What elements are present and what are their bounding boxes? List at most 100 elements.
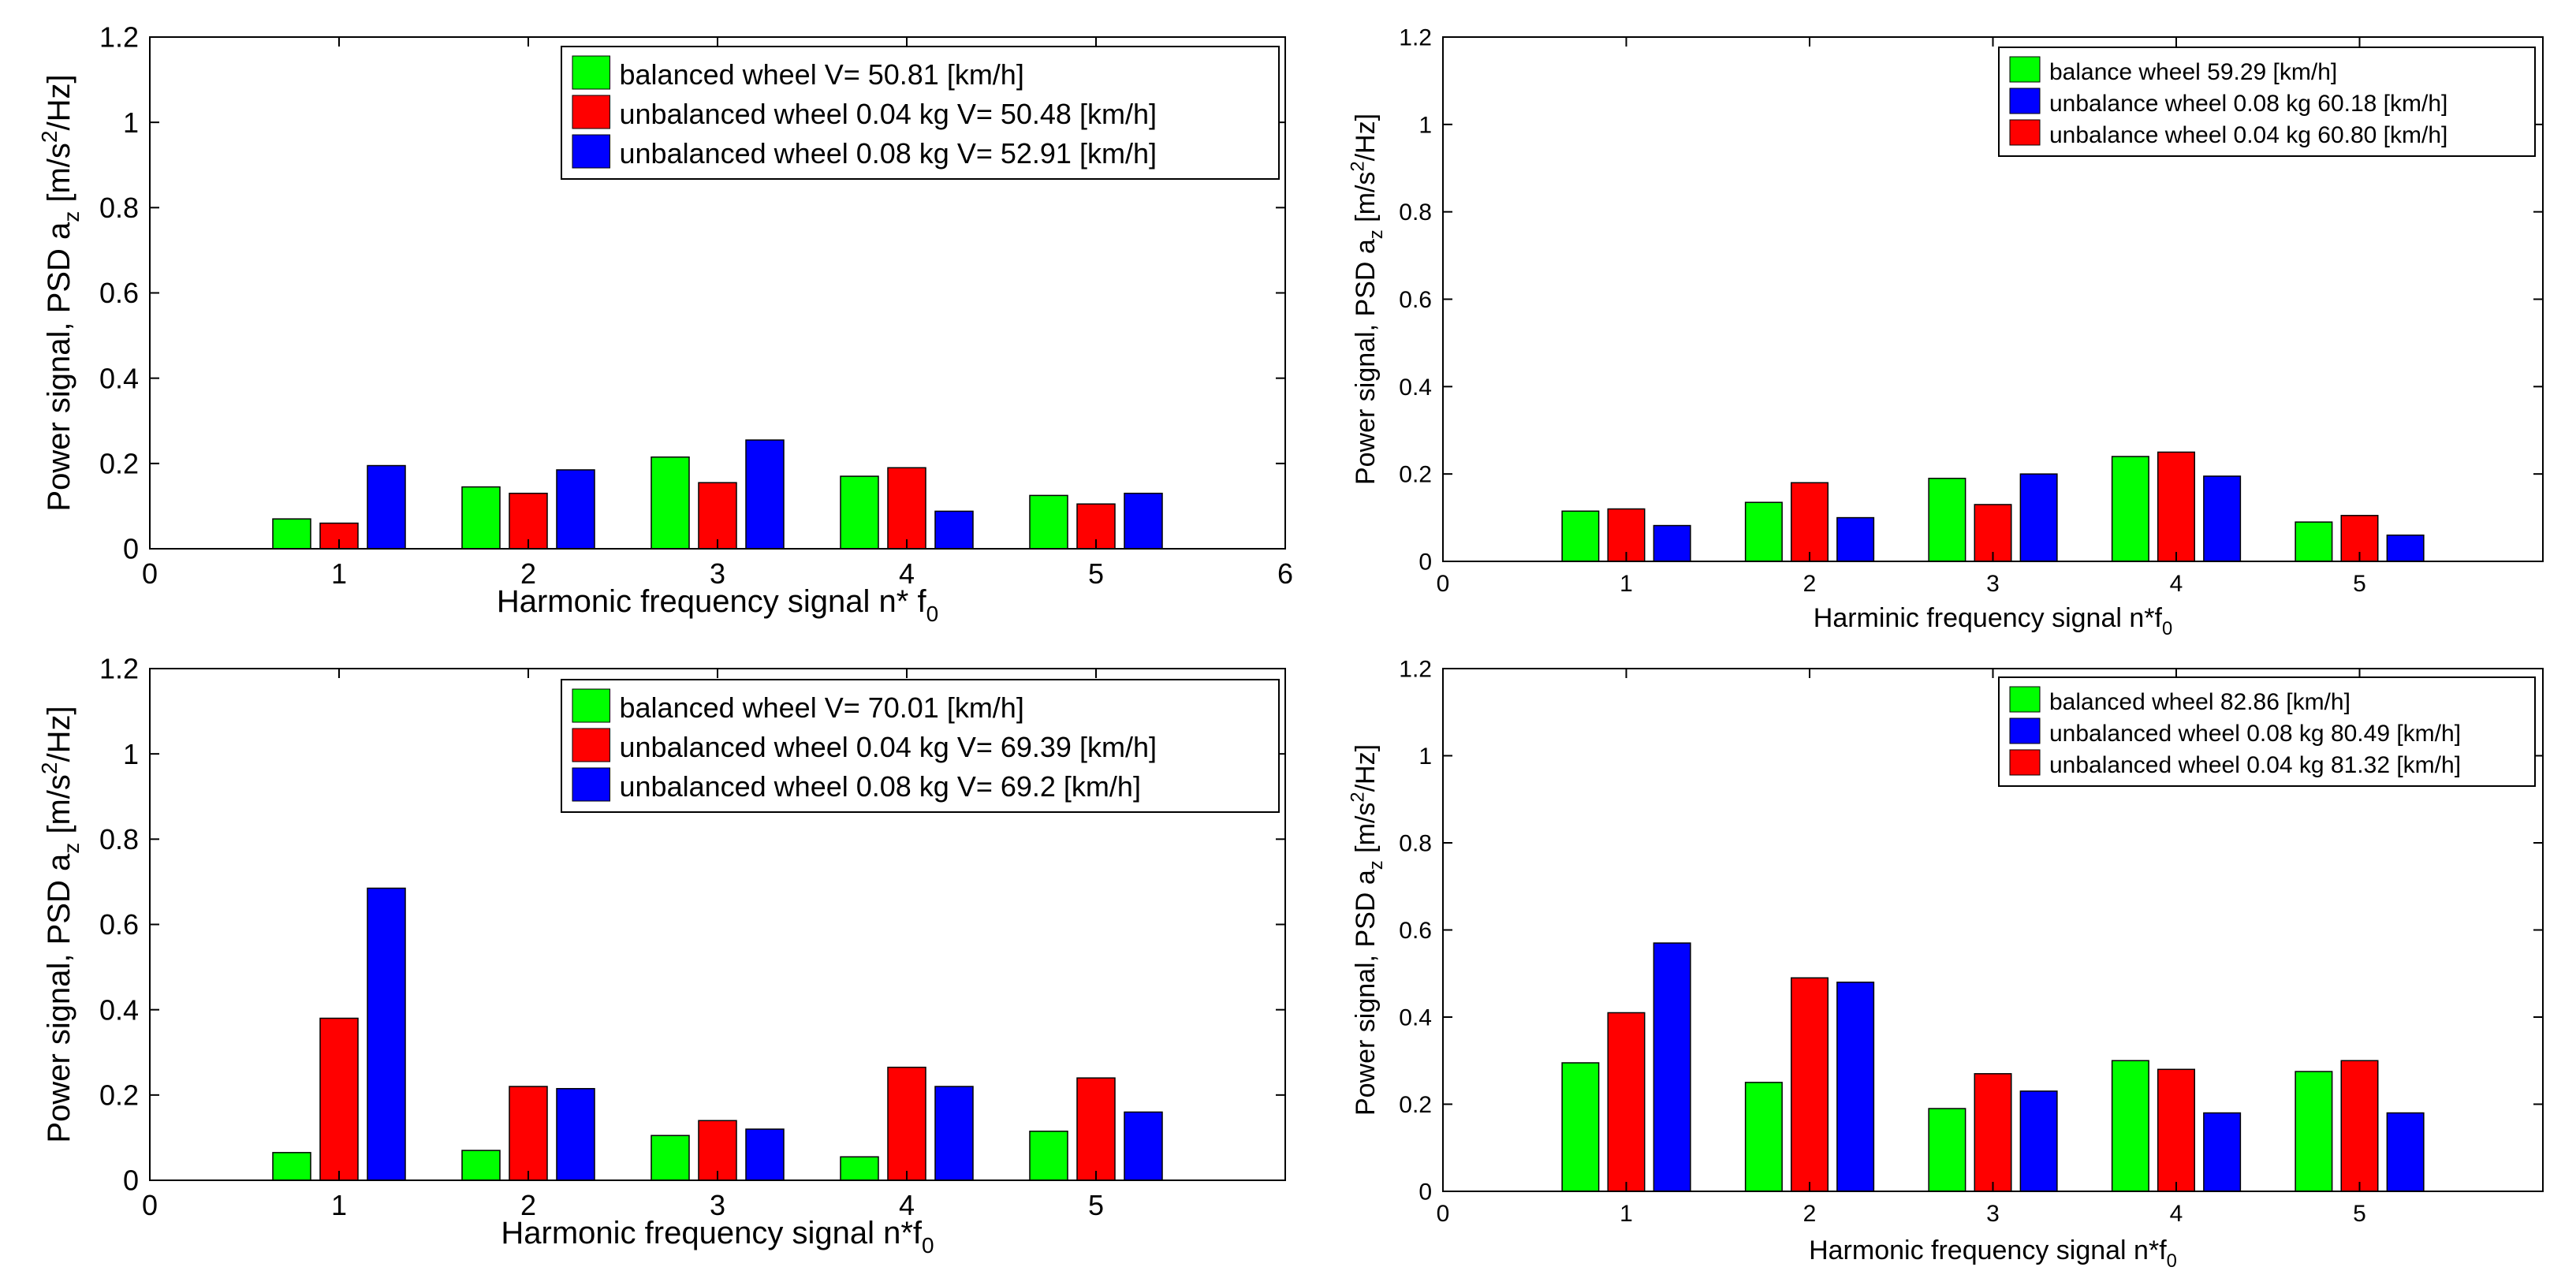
y-tick-label: 1.2 [99, 21, 139, 54]
legend: balanced wheel 82.86 [km/h] unbalanced wh… [1998, 676, 2536, 787]
bar-red-h2 [509, 1086, 548, 1181]
legend-swatch-green [572, 688, 610, 723]
x-axis-label: Harmonic frequency signal n*f0 [501, 1216, 934, 1258]
y-tick-label: 1.2 [1399, 657, 1432, 683]
x-tick-label: 1 [1620, 571, 1633, 597]
bar-green-h1 [1561, 510, 1600, 562]
legend-entry: unbalanced wheel 0.08 kg V= 52.91 [km/h] [620, 137, 1157, 170]
y-tick-label: 1 [1418, 743, 1432, 770]
bar-red-h4 [887, 1066, 926, 1181]
x-tick-label: 4 [899, 557, 915, 590]
legend-swatch-red [572, 95, 610, 129]
x-tick-label: 1 [331, 557, 347, 590]
legend-entry: unbalance wheel 0.04 kg 60.80 [km/h] [2049, 122, 2447, 148]
y-tick-label: 0.2 [1399, 462, 1432, 488]
bar-red-h2 [1791, 977, 1829, 1192]
legend-swatch-green [572, 55, 610, 90]
y-tick-label: 0.8 [99, 192, 139, 224]
legend-swatch-red [572, 728, 610, 762]
x-tick-label: 2 [1803, 571, 1817, 597]
y-tick-label: 0.2 [99, 447, 139, 479]
x-tick-label: 3 [1986, 1201, 2000, 1227]
y-tick-label: 0 [1418, 1180, 1432, 1206]
bar-green-h1 [272, 518, 311, 550]
bar-green-h3 [651, 456, 690, 550]
bars [1561, 942, 2425, 1192]
bar-green-h2 [461, 1150, 501, 1181]
x-tick-label: 2 [520, 557, 536, 590]
y-tick-label: 0.6 [1399, 918, 1432, 944]
legend: balance wheel 59.29 [km/h] unbalance whee… [1998, 47, 2536, 157]
bar-red-h1 [1607, 1012, 1646, 1192]
bar-red-h5 [2340, 515, 2379, 562]
bar-blue-h1 [1653, 942, 1691, 1192]
bar-red-h5 [1076, 1077, 1116, 1181]
x-axis-label: Harmonic frequency signal n* f0 [497, 584, 938, 626]
legend: balanced wheel V= 50.81 [km/h] unbalanced… [561, 46, 1280, 180]
bars [272, 887, 1163, 1181]
y-tick-label: 0.4 [1399, 1005, 1432, 1031]
bar-red-h2 [1791, 482, 1829, 562]
legend-entry: balance wheel 59.29 [km/h] [2049, 59, 2337, 85]
y-tick-label: 0 [1418, 550, 1432, 576]
bar-green-h2 [461, 486, 501, 550]
bar-blue-h3 [745, 439, 785, 550]
y-tick-label: 1.2 [1399, 25, 1432, 51]
bar-green-h4 [2111, 456, 2149, 562]
legend-entry: balanced wheel V= 50.81 [km/h] [620, 58, 1024, 91]
y-tick-label: 0.8 [1399, 199, 1432, 225]
legend-entry: unbalanced wheel 0.08 kg V= 69.2 [km/h] [620, 770, 1141, 803]
bar-green-h5 [1029, 494, 1068, 550]
bar-red-h5 [2340, 1060, 2379, 1192]
x-tick-label: 0 [1437, 1201, 1450, 1227]
bar-blue-h5 [2386, 1112, 2425, 1192]
y-tick-label: 0.4 [99, 362, 139, 394]
x-tick-label: 3 [710, 1189, 725, 1221]
legend-box [1998, 676, 2536, 787]
chart-panel-2: 0 0.2 0.4 0.6 0.8 1 1.2 0 1 2 3 4 5 Harminic frequenc… [1347, 25, 2544, 639]
bar-green-h5 [2295, 1071, 2333, 1192]
x-tick-label: 0 [142, 1189, 158, 1221]
bar-blue-h5 [2386, 535, 2425, 562]
x-tick-label: 0 [1437, 571, 1450, 597]
legend-swatch-red [2009, 119, 2041, 146]
legend-entry: unbalanced wheel 0.04 kg V= 69.39 [km/h] [620, 731, 1157, 763]
bar-blue-h3 [745, 1128, 785, 1181]
x-axis-label: Harmonic frequency signal n*f0 [1809, 1235, 2177, 1272]
bars [272, 439, 1163, 550]
x-tick-label: 3 [1986, 571, 2000, 597]
y-axis-label: Power signal, PSD az [m/s2/Hz] [1347, 744, 1387, 1116]
bar-green-h4 [840, 1156, 879, 1181]
bar-blue-h4 [934, 1086, 974, 1181]
bar-blue-h4 [2203, 475, 2242, 562]
legend-box [561, 46, 1280, 180]
bar-green-h4 [840, 475, 879, 550]
y-tick-label: 0.8 [1399, 831, 1432, 857]
chart-panel-3: 0 0.2 0.4 0.6 0.8 1 1.2 0 1 2 3 4 5 Harmonic frequenc… [37, 653, 1286, 1258]
bar-green-h3 [1928, 1108, 1966, 1192]
x-tick-label: 4 [899, 1189, 915, 1221]
bar-blue-h2 [556, 469, 595, 550]
legend-swatch-blue [572, 767, 610, 802]
bar-blue-h5 [1124, 1111, 1163, 1181]
bar-red-h4 [2157, 1068, 2195, 1192]
legend-box [1998, 47, 2536, 157]
legend-box [561, 679, 1280, 813]
bar-green-h2 [1744, 501, 1783, 562]
bar-red-h3 [1974, 1073, 2012, 1192]
bar-blue-h3 [2019, 473, 2058, 562]
x-tick-label: 0 [142, 557, 158, 590]
x-axis-label: Harminic frequency signal n*f0 [1814, 603, 2172, 639]
x-tick-label: 2 [520, 1189, 536, 1221]
x-tick-label: 4 [2170, 571, 2183, 597]
y-tick-label: 0.6 [1399, 287, 1432, 313]
chart-panel-4: 0 0.2 0.4 0.6 0.8 1 1.2 0 1 2 3 4 5 Harmonic frequenc… [1347, 657, 2544, 1272]
chart-panel-1: 0 0.2 0.4 0.6 0.8 1 1.2 0 1 2 3 4 5 6 Harmonic frequen… [37, 21, 1293, 626]
y-tick-label: 1 [123, 106, 139, 139]
bar-green-h3 [651, 1135, 690, 1181]
y-axis-label: Power signal, PSD az [m/s2/Hz] [37, 74, 84, 511]
y-tick-label: 0.8 [99, 823, 139, 855]
x-tick-label: 2 [1803, 1201, 1817, 1227]
bar-blue-h1 [1653, 524, 1691, 562]
